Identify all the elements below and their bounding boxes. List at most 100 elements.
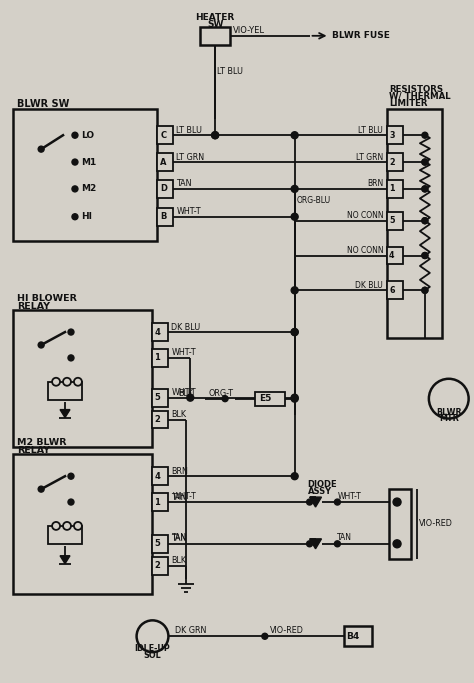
Text: RELAY: RELAY bbox=[17, 446, 50, 455]
Text: M1: M1 bbox=[81, 158, 96, 167]
Text: LO: LO bbox=[81, 130, 94, 140]
Text: 4: 4 bbox=[389, 251, 394, 260]
Text: B: B bbox=[161, 212, 167, 221]
Text: LT BLU: LT BLU bbox=[358, 126, 383, 135]
Text: VIO-YEL: VIO-YEL bbox=[233, 27, 265, 36]
Text: WHT-T: WHT-T bbox=[173, 492, 196, 501]
Text: BLWR SW: BLWR SW bbox=[17, 100, 70, 109]
Bar bbox=[387, 153, 403, 171]
Circle shape bbox=[72, 214, 78, 220]
Text: DK BLU: DK BLU bbox=[172, 322, 201, 331]
Text: 1: 1 bbox=[389, 184, 394, 193]
Text: E5: E5 bbox=[259, 394, 271, 403]
Circle shape bbox=[38, 486, 44, 492]
Text: RESISTORS: RESISTORS bbox=[389, 85, 443, 94]
Circle shape bbox=[291, 329, 298, 335]
Circle shape bbox=[291, 287, 298, 294]
Text: A: A bbox=[161, 158, 167, 167]
Circle shape bbox=[422, 253, 428, 258]
Circle shape bbox=[68, 499, 74, 505]
Bar bbox=[157, 153, 173, 171]
Bar bbox=[387, 126, 403, 144]
Text: D: D bbox=[161, 184, 167, 193]
Circle shape bbox=[422, 218, 428, 224]
Circle shape bbox=[291, 394, 298, 401]
Text: B4: B4 bbox=[346, 632, 360, 641]
Circle shape bbox=[52, 522, 60, 530]
Text: BRN: BRN bbox=[367, 180, 383, 189]
Bar bbox=[387, 247, 403, 264]
Text: BLK: BLK bbox=[172, 556, 186, 566]
Circle shape bbox=[52, 378, 60, 386]
Text: 6: 6 bbox=[389, 285, 394, 295]
Text: WHT-T: WHT-T bbox=[172, 388, 196, 398]
Circle shape bbox=[393, 498, 401, 506]
Circle shape bbox=[422, 133, 428, 138]
Text: BRN: BRN bbox=[172, 466, 188, 476]
Text: BLK: BLK bbox=[178, 389, 193, 398]
Bar bbox=[153, 410, 168, 428]
Polygon shape bbox=[60, 556, 70, 563]
Text: DIODE: DIODE bbox=[308, 479, 337, 488]
Bar bbox=[153, 349, 168, 367]
Polygon shape bbox=[310, 497, 321, 507]
Text: 2: 2 bbox=[155, 561, 160, 570]
Text: IDLE-UP: IDLE-UP bbox=[135, 643, 170, 653]
Circle shape bbox=[212, 132, 219, 139]
Bar bbox=[153, 493, 168, 511]
Circle shape bbox=[68, 329, 74, 335]
Bar bbox=[387, 212, 403, 229]
Text: 5: 5 bbox=[389, 217, 394, 225]
Bar bbox=[255, 392, 285, 406]
Circle shape bbox=[137, 620, 168, 652]
Circle shape bbox=[212, 132, 219, 139]
Circle shape bbox=[72, 133, 78, 138]
Text: 3: 3 bbox=[389, 130, 394, 140]
Circle shape bbox=[291, 395, 298, 402]
Text: LT BLU: LT BLU bbox=[176, 126, 202, 135]
Bar bbox=[387, 281, 403, 299]
Bar bbox=[153, 467, 168, 485]
Text: HEATER: HEATER bbox=[195, 14, 235, 23]
Circle shape bbox=[187, 394, 194, 401]
Circle shape bbox=[335, 541, 340, 547]
Circle shape bbox=[422, 186, 428, 192]
Text: NO CONN: NO CONN bbox=[346, 211, 383, 220]
Text: TAN: TAN bbox=[337, 533, 352, 542]
Polygon shape bbox=[310, 539, 321, 548]
Bar bbox=[153, 389, 168, 406]
Text: DK BLU: DK BLU bbox=[356, 281, 383, 290]
Circle shape bbox=[291, 329, 298, 335]
Text: 1: 1 bbox=[155, 497, 160, 507]
Bar bbox=[387, 180, 403, 198]
Circle shape bbox=[393, 540, 401, 548]
Text: 1: 1 bbox=[155, 353, 160, 363]
Circle shape bbox=[38, 146, 44, 152]
Circle shape bbox=[74, 378, 82, 386]
Text: NO CONN: NO CONN bbox=[346, 246, 383, 255]
Circle shape bbox=[422, 218, 428, 224]
Circle shape bbox=[63, 522, 71, 530]
Text: TAN: TAN bbox=[172, 492, 187, 501]
Text: W/ THERMAL: W/ THERMAL bbox=[389, 92, 451, 101]
Text: M2: M2 bbox=[81, 184, 96, 193]
Text: MTR: MTR bbox=[439, 414, 459, 423]
Circle shape bbox=[72, 186, 78, 192]
Text: ORG-BLU: ORG-BLU bbox=[297, 196, 331, 206]
Polygon shape bbox=[60, 410, 70, 417]
Circle shape bbox=[335, 499, 340, 505]
Text: VIO-RED: VIO-RED bbox=[270, 626, 304, 635]
Circle shape bbox=[307, 541, 312, 547]
Text: SOL: SOL bbox=[144, 651, 161, 660]
Text: RELAY: RELAY bbox=[17, 302, 50, 311]
Bar bbox=[48, 382, 82, 400]
Bar bbox=[387, 109, 442, 338]
Text: LT BLU: LT BLU bbox=[217, 67, 243, 76]
Text: BLK: BLK bbox=[172, 410, 186, 419]
Bar bbox=[13, 310, 153, 447]
Bar bbox=[153, 535, 168, 553]
Text: TAN: TAN bbox=[173, 533, 187, 542]
Text: M2 BLWR: M2 BLWR bbox=[17, 438, 67, 447]
Circle shape bbox=[38, 342, 44, 348]
Bar bbox=[13, 454, 153, 594]
